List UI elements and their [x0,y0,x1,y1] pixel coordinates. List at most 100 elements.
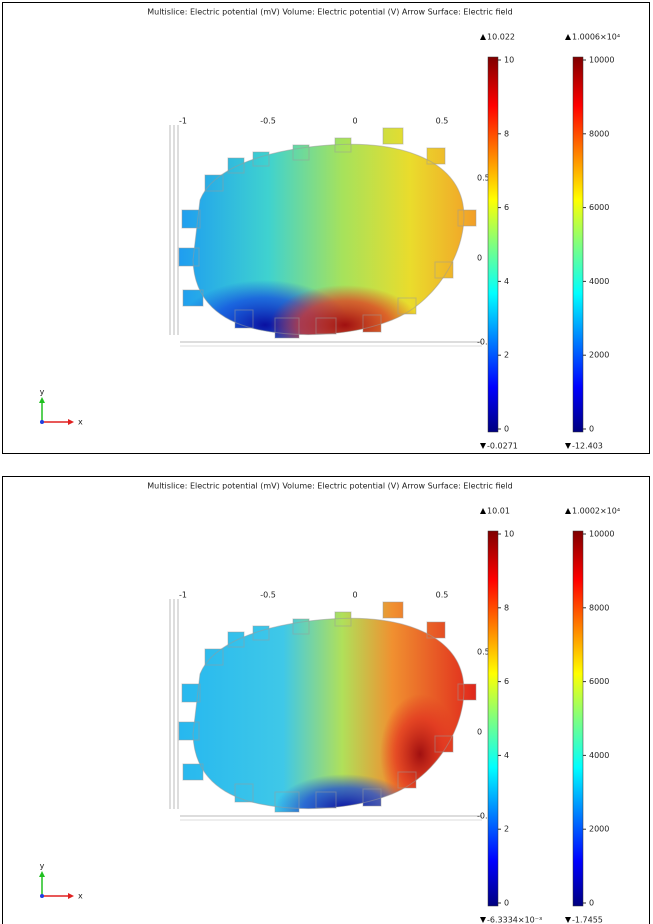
geometry-outline [457,683,477,701]
triad-x-label: x [78,418,83,427]
colorbar [572,56,584,433]
geometry-outline [182,763,204,781]
geometry-outline [178,247,200,267]
triad-y-head [39,397,45,403]
y-tick-label: -0.5 [477,812,493,821]
x-tick-label: -1 [179,591,187,600]
colorbar-min: -6.3334×10⁻³ [487,916,542,924]
colorbar-tick-label: 8 [504,129,509,138]
geometry-outline [334,137,352,153]
colorbar-tick-label: 6 [504,677,509,686]
colorbar-tick-label: 4000 [589,751,609,760]
plot-title: Multislice: Electric potential (mV) Volu… [147,8,513,17]
max-marker [480,34,486,40]
x-tick-label: 0 [352,591,357,600]
triad-origin [40,894,44,898]
triad-x-head [68,419,74,425]
x-tick-label: -1 [179,117,187,126]
geometry-outline [274,317,300,339]
colorbar-tick-label: 6 [504,203,509,212]
geometry-outline [227,157,245,174]
colorbar-tick-label: 10 [504,530,514,539]
geometry-outline [204,174,224,192]
colorbar-tick-label: 2 [504,351,509,360]
geometry-outline [397,297,417,315]
colorbar-min: -12.403 [572,442,603,451]
geometry-outline [382,127,404,145]
y-tick-label: -0.5 [477,338,493,347]
y-tick-label: 0 [477,728,482,737]
max-marker [565,34,571,40]
triad-y-head [39,871,45,877]
geometry-outline [178,721,200,741]
colorbar-tick-label: 10000 [589,56,614,65]
colorbar [487,56,499,433]
colorbar [487,530,499,907]
colorbar-tick-label: 6000 [589,203,609,212]
geometry-outline [362,788,382,807]
x-tick-label: 0 [352,117,357,126]
max-marker [565,508,571,514]
field-hotspot [270,285,420,338]
triad-x-head [68,893,74,899]
geometry-outline [234,783,254,803]
max-marker [480,508,486,514]
colorbar-min: -1.7455 [572,916,603,924]
colorbar-tick-label: 4000 [589,277,609,286]
y-tick-label: 0 [477,254,482,263]
geometry-outline [315,791,337,809]
geometry-outline [252,151,270,167]
y-tick-label: 0.5 [477,648,490,657]
colorbar-tick-label: 2 [504,825,509,834]
geometry-outline [426,147,446,165]
colorbar-tick-label: 6000 [589,677,609,686]
colorbar-tick-label: 10000 [589,530,614,539]
min-marker [480,917,486,923]
plot-title: Multislice: Electric potential (mV) Volu… [147,482,513,491]
colorbar-tick-label: 4 [504,277,509,286]
geometry-outline [227,631,245,648]
geometry-outline [434,735,454,753]
colorbar-tick-label: 2000 [589,825,609,834]
triad-y-label: y [40,862,45,871]
x-tick-label: -0.5 [260,591,276,600]
x-tick-label: -0.5 [260,117,276,126]
x-tick-label: 0.5 [436,117,449,126]
geometry [179,128,476,338]
geometry-outline [274,791,300,813]
geometry-outline [182,289,204,307]
geometry-outline [252,625,270,641]
colorbar [572,530,584,907]
geometry-outline [334,611,352,627]
geometry-outline [382,601,404,619]
geometry-outline [204,648,224,666]
x-tick-label: 0.5 [436,591,449,600]
colorbar-tick-label: 10 [504,56,514,65]
geometry-outline [292,618,310,635]
colorbar-tick-label: 0 [589,899,594,908]
colorbar-tick-label: 4 [504,751,509,760]
min-marker [480,443,486,449]
colorbar-max: 10.01 [487,507,510,516]
colorbar-max: 10.022 [487,33,515,42]
geometry-outline [397,771,417,789]
triad-x-label: x [78,892,83,901]
triad-y-label: y [40,388,45,397]
triad-origin [40,420,44,424]
colorbar-tick-label: 0 [504,899,509,908]
geometry-outline [315,317,337,335]
geometry-outline [362,314,382,333]
geometry-outline [181,683,201,703]
geometry-outline [234,309,254,329]
geometry-outline [434,261,454,279]
panel: Multislice: Electric potential (mV) Volu… [2,476,650,924]
min-marker [565,917,571,923]
colorbar-max: 1.0006×10⁴ [572,33,620,42]
colorbar-tick-label: 8000 [589,603,609,612]
colorbar-tick-label: 8 [504,603,509,612]
geometry-outline [426,621,446,639]
colorbar-tick-label: 8000 [589,129,609,138]
colorbar-tick-label: 0 [589,425,594,434]
min-marker [565,443,571,449]
colorbar-max: 1.0002×10⁴ [572,507,620,516]
